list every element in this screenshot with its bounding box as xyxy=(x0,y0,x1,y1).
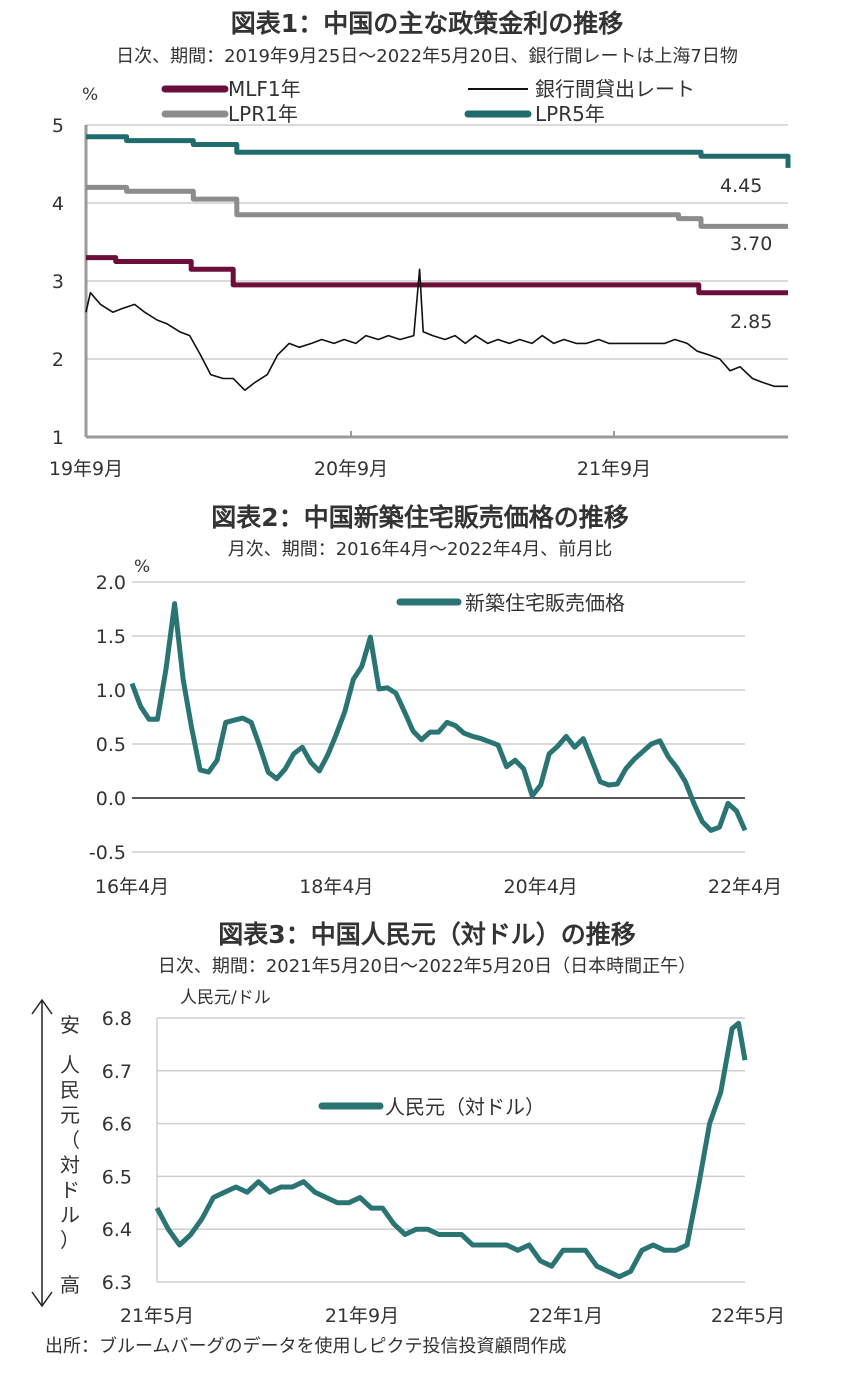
direction-arrow xyxy=(31,998,53,1308)
series-lpr5 xyxy=(86,134,791,168)
y-tick-label: 6.8 xyxy=(102,1008,132,1030)
chart3-subtitle: 日次、期間：2021年5月20日～2022年5月20日（日本時間正午） xyxy=(158,956,696,977)
y-tick-label: 6.7 xyxy=(102,1061,132,1083)
y-tick-label: 5 xyxy=(52,115,64,137)
y-tick-label: 6.3 xyxy=(102,1272,132,1294)
y-tick-label: -0.5 xyxy=(89,842,126,864)
legend-label-lpr1: LPR1年 xyxy=(228,102,298,126)
x-tick-label: 22年5月 xyxy=(711,1305,785,1327)
annotation-lpr5: 4.45 xyxy=(720,175,762,197)
source-note: 出所：ブルームバーグのデータを使用しピクテ投信投資顧問作成 xyxy=(45,1335,566,1357)
annotation-mlf: 2.85 xyxy=(730,311,772,333)
chart2-title: 図表2：中国新築住宅販売価格の推移 xyxy=(211,503,628,532)
legend-label-lpr5: LPR5年 xyxy=(535,102,605,126)
y-tick-label: 6.5 xyxy=(102,1166,132,1188)
side-label-cheap: 安 xyxy=(60,1013,80,1037)
y-tick-label: 3 xyxy=(52,271,64,293)
side-label-expensive: 高 xyxy=(60,1273,80,1297)
x-tick-label: 21年9月 xyxy=(577,458,651,480)
chart2-plot: 2.0 1.5 1.0 0.5 0.0 -0.5 16年4月 18年4月 20年4月 22年4月 xyxy=(89,572,782,898)
x-tick-label: 19年9月 xyxy=(49,458,123,480)
y-tick-label: 2 xyxy=(52,349,64,371)
y-tick-label: 1 xyxy=(52,427,64,449)
annotation-lpr1: 3.70 xyxy=(730,233,772,255)
legend-label-interbank: 銀行間貸出レート xyxy=(535,77,695,101)
series-interbank xyxy=(85,268,788,391)
y-tick-label: 1.0 xyxy=(96,680,126,702)
chart1-title: 図表1：中国の主な政策金利の推移 xyxy=(231,9,623,38)
legend-label-mlf: MLF1年 xyxy=(228,77,301,101)
x-tick-label: 18年4月 xyxy=(299,876,373,898)
chart1-plot: 5 4 3 2 1 19年9月 20年9月 21年9月 xyxy=(49,115,791,480)
x-tick-label: 16年4月 xyxy=(95,876,169,898)
chart2-subtitle: 月次、期間：2016年4月～2022年4月、前月比 xyxy=(228,539,613,560)
chart1-subtitle: 日次、期間：2019年9月25日～2022年5月20日、銀行間レートは上海7日物 xyxy=(116,46,738,67)
series-housing xyxy=(129,601,748,833)
series-cny xyxy=(154,1020,748,1280)
x-tick-label: 21年5月 xyxy=(120,1305,194,1327)
side-label-middle: 人民元（対ドル） xyxy=(60,1053,80,1252)
series-mlf xyxy=(86,255,788,296)
x-tick-label: 22年4月 xyxy=(708,876,782,898)
y-tick-label: 6.4 xyxy=(102,1219,132,1241)
legend-label-cny: 人民元（対ドル） xyxy=(385,1095,545,1119)
x-tick-label: 21年9月 xyxy=(325,1305,399,1327)
chart2-ylabel: % xyxy=(134,557,150,577)
x-tick-label: 20年4月 xyxy=(504,876,578,898)
y-tick-label: 2.0 xyxy=(96,572,126,594)
chart3-plot: 6.8 6.7 6.6 6.5 6.4 6.3 21年5月 21年9月 22年1月 22年5月 xyxy=(102,1008,785,1327)
chart3-title: 図表3：中国人民元（対ドル）の推移 xyxy=(218,920,635,949)
y-tick-label: 4 xyxy=(52,193,64,215)
chart3-ylabel: 人民元/ドル xyxy=(180,988,271,1008)
y-tick-label: 1.5 xyxy=(96,626,126,648)
chart1-ylabel: % xyxy=(82,85,98,105)
chart1-legend: MLF1年 銀行間貸出レート LPR1年 LPR5年 xyxy=(161,77,695,126)
y-tick-label: 0.0 xyxy=(96,788,126,810)
y-tick-label: 6.6 xyxy=(102,1114,132,1136)
x-tick-label: 22年1月 xyxy=(529,1305,603,1327)
legend-label-housing: 新築住宅販売価格 xyxy=(465,591,625,615)
series-lpr1 xyxy=(86,184,788,229)
y-tick-label: 0.5 xyxy=(96,734,126,756)
x-tick-label: 20年9月 xyxy=(314,458,388,480)
